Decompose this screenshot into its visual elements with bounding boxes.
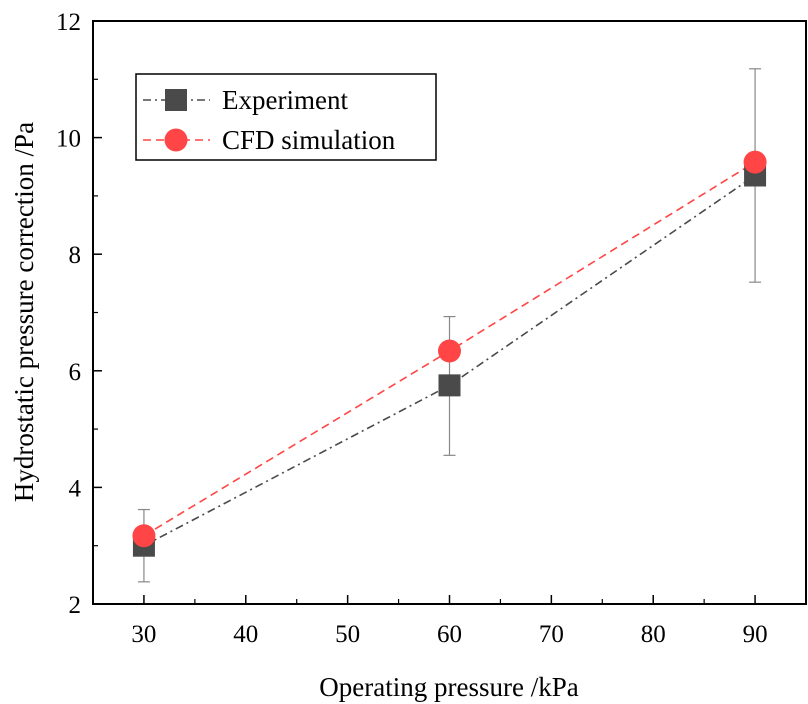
x-tick-label: 80 [641,621,666,648]
x-tick-label: 50 [335,621,360,648]
y-tick-label: 10 [56,126,81,153]
y-tick-label: 12 [56,9,81,36]
experiment-point [438,374,461,397]
y-tick-label: 8 [69,242,82,269]
legend: Experiment CFD simulation [135,73,437,161]
cfd-point [438,339,461,363]
cfd-point [132,524,156,548]
y-tick-label: 2 [69,592,82,619]
legend-label-experiment: Experiment [222,85,348,115]
x-tick-label: 40 [233,621,258,648]
x-tick-label: 90 [743,621,768,648]
cfd-point [743,150,767,174]
y-tick-label: 4 [69,475,82,502]
y-axis-ticks: 2 4 6 8 10 12 [56,9,102,619]
series-layer [132,68,767,583]
x-tick-label: 30 [131,621,156,648]
legend-marker-experiment [165,89,187,111]
y-axis-title: Hydrostatic pressure correction /Pa [9,122,39,502]
x-tick-label: 70 [539,621,564,648]
x-tick-label: 60 [437,621,462,648]
legend-marker-cfd [164,128,188,152]
x-axis-title: Operating pressure /kPa [319,672,578,702]
legend-label-cfd: CFD simulation [222,125,396,155]
x-axis-ticks: 30 40 50 60 70 80 90 [131,595,768,648]
y-tick-label: 6 [69,359,82,386]
